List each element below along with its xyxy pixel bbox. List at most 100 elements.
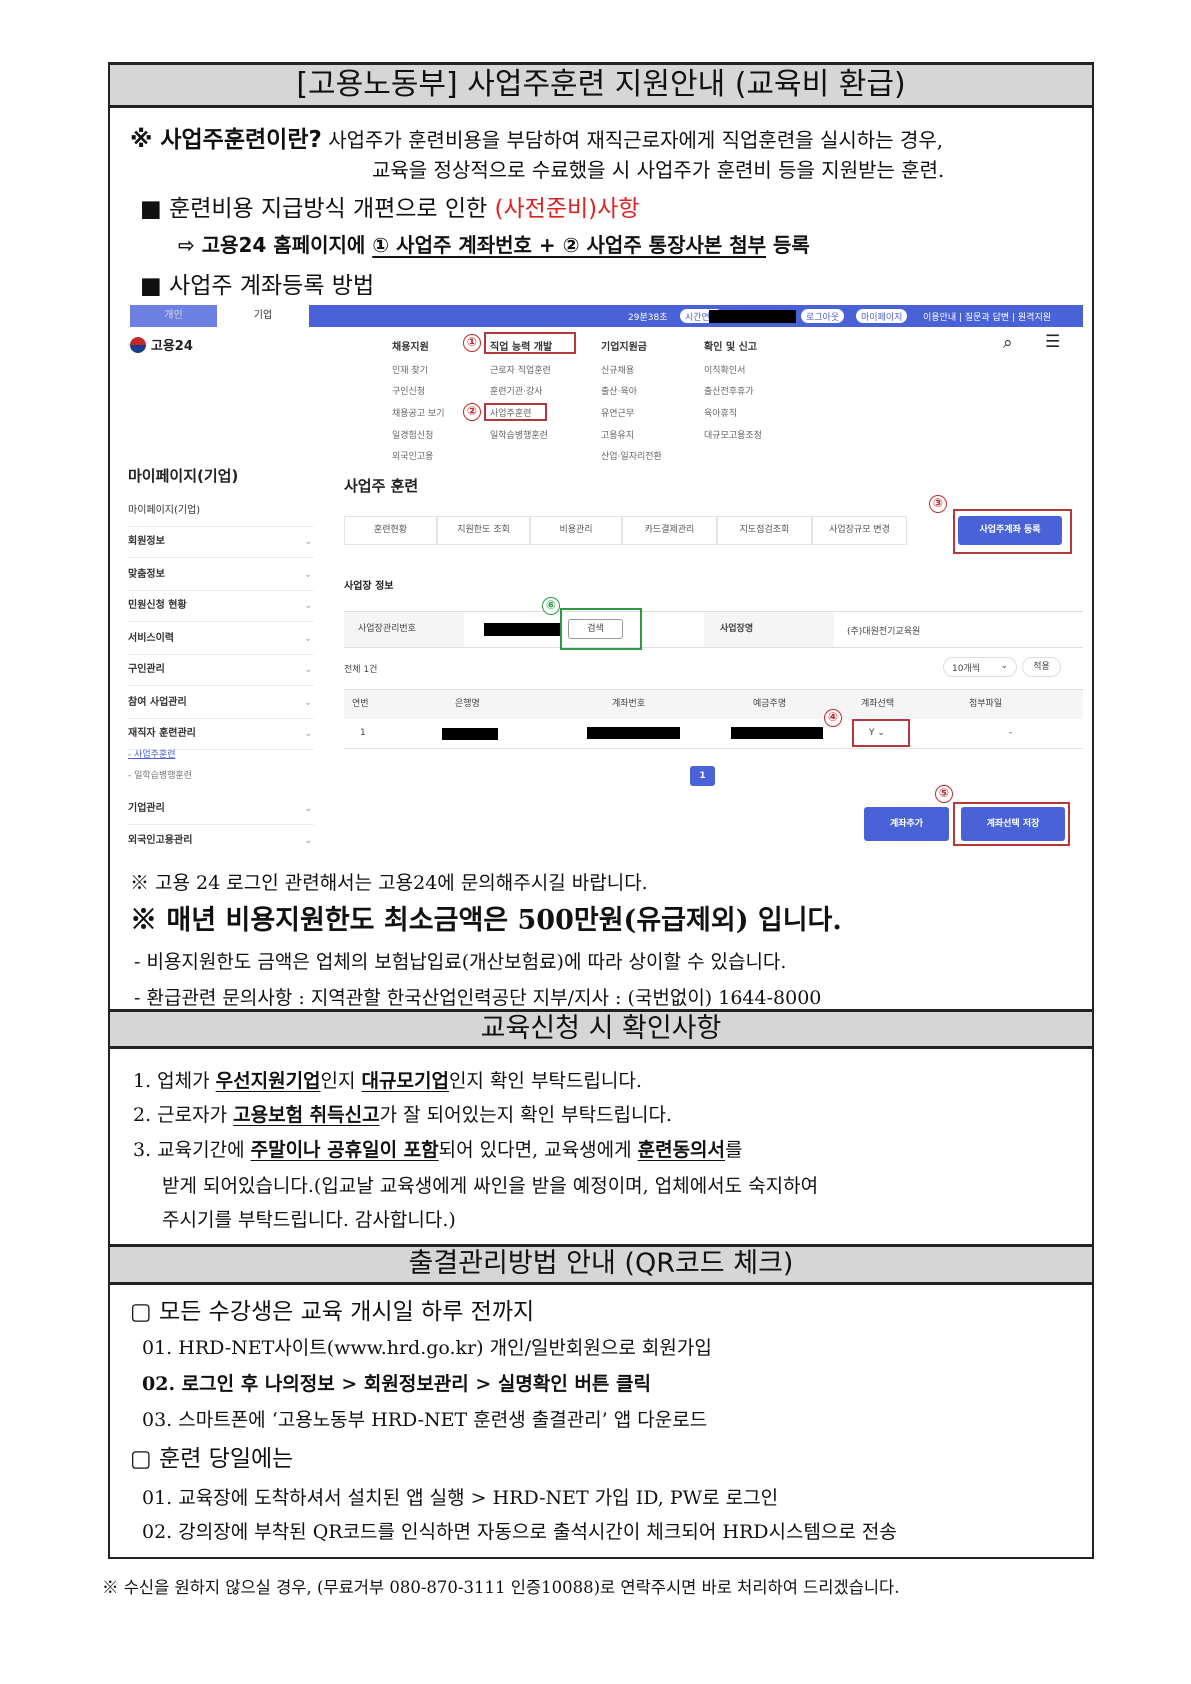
nav-subitem[interactable]: 산업·일자리전환 (601, 452, 662, 462)
nav-subitem[interactable]: 구인신청 (392, 387, 426, 397)
tab-business[interactable]: 기업 (253, 310, 273, 321)
nav-subitem[interactable]: 유연근무 (601, 409, 635, 419)
mypage-button[interactable]: 마이페이지 (856, 309, 908, 323)
check-item-2: 2. 근로자가 고용보험 취득신고가 잘 되어있는지 확인 부탁드립니다. (133, 1100, 672, 1127)
sidebar-item-label: 민원신청 현황 (128, 600, 187, 611)
nav-subitem[interactable]: 일경험신청 (392, 431, 434, 441)
nav-subitem[interactable]: 훈련기관·강사 (490, 387, 543, 397)
sidebar-item[interactable]: 서비스이력 ⌄ (128, 629, 314, 655)
nav-subitem[interactable]: 일학습병행훈련 (490, 431, 548, 441)
company-name-label: 사업장명 (704, 612, 834, 647)
nav-subsidy[interactable]: 기업지원금 (601, 342, 647, 353)
t: 1. 업체가 (133, 1070, 216, 1092)
util-links[interactable]: 이용안내 | 질문과 답변 | 원격지원 (923, 313, 1052, 323)
chevron-down-icon: ⌄ (304, 634, 312, 644)
search-button[interactable]: 검색 (568, 619, 623, 639)
nav-subitem[interactable]: 신규채용 (601, 366, 635, 376)
nav-subitem[interactable]: 인재 찾기 (392, 366, 428, 376)
nav-subitem[interactable]: 사업주훈련 (490, 409, 532, 419)
column-header: 예금주명 (753, 699, 787, 709)
page-tab[interactable]: 카드결제관리 (622, 516, 717, 545)
account-select[interactable]: Y ⌄ (869, 728, 885, 738)
logout-button[interactable]: 로그아웃 (801, 309, 845, 323)
nav-hiring[interactable]: 채용지원 (392, 342, 429, 353)
t: 3. 교육기간에 (133, 1139, 251, 1161)
sidebar-item[interactable]: 기업관리 ⌄ (128, 799, 314, 825)
sidebar-item-label: 마이페이지(기업) (128, 505, 201, 516)
t: 주말이나 공휴일이 포함 (250, 1139, 439, 1161)
t: 인지 확인 부탁드립니다. (448, 1070, 642, 1092)
column-header: 첨부파일 (969, 699, 1003, 709)
nav-subitem[interactable]: 대규모고용조정 (704, 431, 762, 441)
t: 대규모기업 (361, 1070, 449, 1092)
search-icon[interactable]: ⌕ (1003, 333, 1013, 353)
sidebar-item[interactable]: 참여 사업관리 ⌄ (128, 693, 314, 719)
sidebar-item[interactable]: 맞춤정보 ⌄ (128, 565, 314, 591)
total-count: 전체 1건 (344, 665, 378, 675)
page-title: 사업주 훈련 (344, 477, 419, 495)
logo-text: 고용24 (150, 339, 193, 354)
nav-subitem[interactable]: 출산·육아 (601, 387, 637, 397)
note-contact: - 환급관련 문의사항 : 지역관할 한국산업인력공단 지부/지사 : (국번없… (134, 987, 822, 1009)
sidebar-item-label: 재직자 훈련관리 (128, 728, 196, 739)
add-account-button[interactable]: 계좌추가 (864, 807, 949, 841)
sidebar-item[interactable]: 외국인고용관리 ⌄ (128, 831, 314, 855)
nav-report[interactable]: 확인 및 신고 (704, 342, 757, 353)
sidebar-subitem[interactable]: - 사업주훈련 (128, 750, 176, 760)
nav-skills[interactable]: 직업 능력 개발 (490, 342, 553, 353)
column-header: 계좌선택 (861, 699, 895, 709)
section3-title: 출결관리방법 안내 (QR코드 체크) (108, 1244, 1094, 1285)
attendance-step-03: 03. 스마트폰에 ‘고용노동부 HRD-NET 훈련생 출결관리’ 앱 다운로… (142, 1409, 708, 1431)
redacted-mgmt-no (484, 623, 560, 636)
chevron-down-icon: ⌄ (304, 601, 312, 611)
arrow-prefix: ⇨ 고용24 홈페이지에 (178, 233, 373, 257)
nav-subitem[interactable]: 근로자 직업훈련 (490, 366, 551, 376)
section2-title: 교육신청 시 확인사항 (108, 1009, 1094, 1049)
t: 를 (725, 1139, 743, 1161)
mgmt-no-label: 사업장관리번호 (344, 612, 464, 647)
per-page-select[interactable]: 10개씩 ⌄ (943, 657, 1017, 677)
table-row (344, 719, 1083, 749)
page-tab[interactable]: 비용관리 (530, 516, 622, 545)
t: 가 잘 되어있는지 확인 부탁드립니다. (379, 1104, 673, 1126)
chevron-down-icon: ⌄ (304, 537, 312, 547)
nav-subitem[interactable]: 출산전후휴가 (704, 387, 754, 397)
sidebar-item[interactable]: 재직자 훈련관리 ⌄ (128, 724, 314, 750)
session-timer: 29분38초 (628, 313, 668, 323)
column-header: 계좌번호 (612, 699, 646, 709)
page-tab[interactable]: 지원한도 조회 (437, 516, 530, 545)
apply-button[interactable]: 적용 (1022, 657, 1061, 677)
menu-icon[interactable]: ☰ (1045, 332, 1061, 352)
tab-employer-account[interactable]: 사업주계좌 등록 (958, 516, 1062, 545)
page-tab[interactable]: 훈련현황 (344, 516, 437, 545)
intro-line1: 사업주가 훈련비용을 부담하여 재직근로자에게 직업훈련을 실시하는 경우, (328, 128, 944, 152)
nav-subitem[interactable]: 외국인고용 (392, 452, 434, 462)
nav-subitem[interactable]: 고용유지 (601, 431, 635, 441)
page-1-button[interactable]: 1 (690, 766, 715, 786)
sidebar-item[interactable]: 민원신청 현황 ⌄ (128, 596, 314, 622)
sidebar-item[interactable]: 구인관리 ⌄ (128, 660, 314, 686)
intro: ※ 사업주훈련이란? 사업주가 훈련비용을 부담하여 재직근로자에게 직업훈련을… (130, 120, 943, 154)
chevron-down-icon: ⌄ (304, 804, 312, 814)
tab-personal[interactable]: 개인 (130, 305, 217, 327)
sidebar-item-label: 서비스이력 (128, 633, 174, 644)
info-row (344, 611, 1083, 648)
attendance-heading-2: ▢ 훈련 당일에는 (130, 1446, 294, 1472)
t: 되어 있다면, 교육생에게 (438, 1139, 638, 1161)
bullet1-text: ■ 훈련비용 지급방식 개편으로 인한 (140, 196, 495, 222)
save-selection-button[interactable]: 계좌선택 저장 (961, 807, 1065, 841)
intro-line2: 교육을 정상적으로 수료했을 시 사업주가 훈련비 등을 지원받는 훈련. (372, 158, 945, 182)
check-item-3: 3. 교육기간에 주말이나 공휴일이 포함되어 있다면, 교육생에게 훈련동의서… (133, 1135, 743, 1162)
page-tab[interactable]: 지도점검조회 (717, 516, 812, 545)
notice-bullet1: ■ 훈련비용 지급방식 개편으로 인한 (사전준비)사항 (140, 189, 639, 223)
page-tab[interactable]: 사업장규모 변경 (812, 516, 907, 545)
sidebar-item[interactable]: 회원정보 ⌄ (128, 532, 314, 558)
nav-subitem[interactable]: 채용공고 보기 (392, 409, 445, 419)
step-3-marker: ③ (929, 495, 947, 513)
nav-subitem[interactable]: 이직확인서 (704, 366, 746, 376)
nav-subitem[interactable]: 육아휴직 (704, 409, 738, 419)
sidebar-subitem[interactable]: - 일학습병행훈련 (128, 771, 193, 781)
sidebar-item[interactable]: 마이페이지(기업) (128, 501, 314, 527)
arrow-suffix: 등록 (766, 233, 810, 257)
section-title: 사업장 정보 (344, 581, 394, 592)
